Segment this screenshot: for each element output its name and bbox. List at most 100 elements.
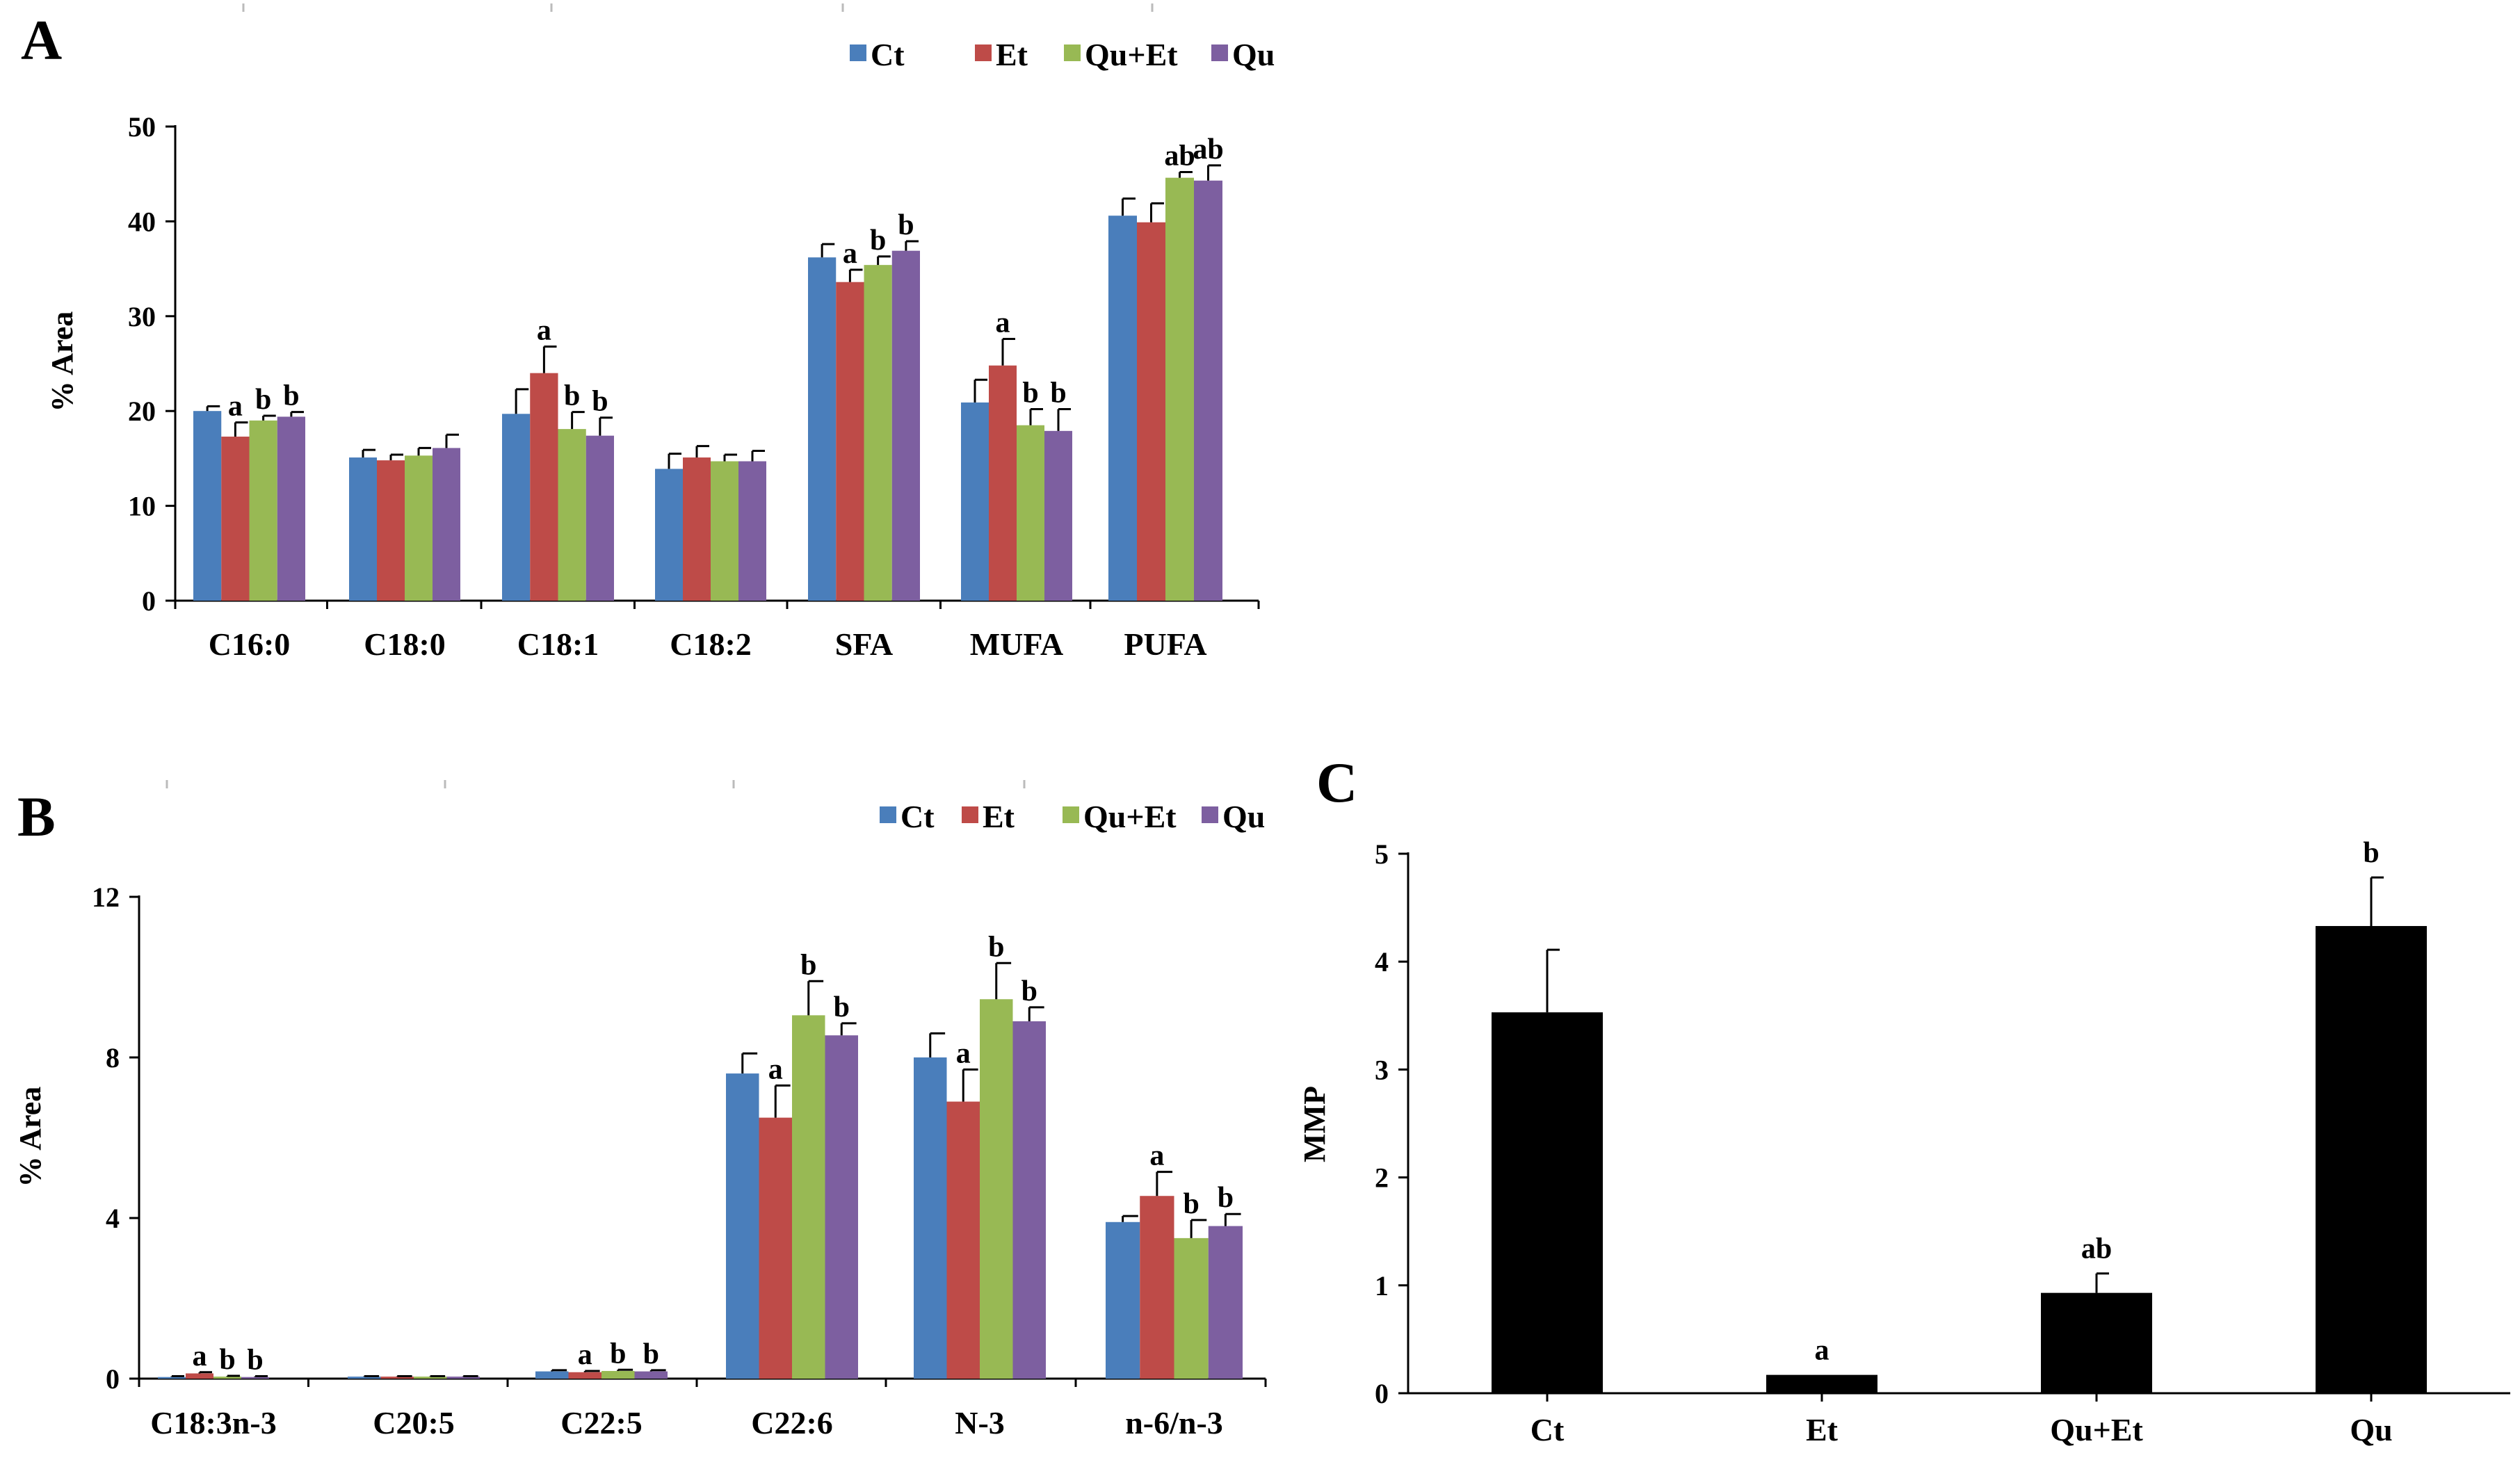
panel-a-bar-c18-2-qu (738, 461, 766, 601)
panel-b-significance-label: a (768, 1053, 783, 1085)
panel-a-bar-c16-0-et (221, 437, 250, 601)
panel-a-y-tick-label: 50 (128, 111, 156, 143)
panel-a-category-label: C18:2 (670, 626, 752, 662)
panel-a-legend-label: Et (996, 37, 1028, 72)
panel-b-y-axis-label: % Area (13, 1087, 47, 1187)
panel-b-bar-n-6-n-3-qu-plus-et (1174, 1237, 1209, 1379)
panel-c-y-axis-label: MMP (1298, 1086, 1332, 1162)
panel-b-significance-label: b (834, 991, 850, 1023)
panel-c-y-tick-label: 1 (1375, 1270, 1389, 1301)
panel-a-legend-swatch (1211, 44, 1228, 61)
panel-b-bar-n-6-n-3-ct (1106, 1222, 1140, 1379)
panel-a-legend-item-qu: Qu (1211, 37, 1275, 72)
panel-c-y-tick-label: 5 (1375, 838, 1389, 870)
panel-c-category-label: Qu (2350, 1412, 2392, 1447)
panel-b-legend-label: Qu (1222, 799, 1265, 834)
panel-a-bar-c18-0-et (377, 460, 405, 601)
panel-c-bar-ct (1492, 1012, 1603, 1393)
panel-b-category-label: C18:3n-3 (150, 1405, 276, 1440)
panel-a-significance-label: ab (1193, 133, 1223, 165)
panel-b-bar-c22-5-ct (535, 1371, 569, 1379)
panel-b-significance-label: a (956, 1037, 971, 1069)
panel-b-y-tick-label: 4 (106, 1203, 120, 1234)
panel-a-group-mufa: a b b (961, 307, 1072, 601)
panel-a-legend-item-ct: Ct (850, 37, 905, 72)
panel-b-significance-label: a (1149, 1140, 1164, 1172)
panel-b-category-label: C22:5 (560, 1405, 643, 1440)
panel-a-y-axis-label: % Area (45, 311, 79, 412)
panel-b-legend-item-et: Et (962, 799, 1015, 834)
panel-a-bar-mufa-qu (1044, 430, 1072, 601)
panel-a-group-c18-2 (655, 445, 766, 601)
panel-b-bar-c22-6-et (759, 1117, 792, 1379)
panel-a-y-tick-label: 30 (128, 301, 156, 332)
panel-a-bar-mufa-qu-plus-et (1017, 425, 1044, 601)
panel-b-legend-swatch (1202, 806, 1218, 823)
panel-c-bar-qu-plus-et (2041, 1292, 2152, 1393)
panel-a-significance-label: b (592, 386, 608, 418)
panel-c-group-qu: b (2316, 837, 2427, 1393)
panel-b-bar-n-3-qu (1012, 1021, 1046, 1379)
panel-a-bar-c16-0-qu (277, 416, 305, 601)
panel-b-bar-n-3-qu-plus-et (980, 999, 1013, 1379)
panel-c-y-tick-label: 3 (1375, 1054, 1389, 1085)
panel-a-significance-label: b (564, 380, 580, 412)
panel-a-bar-sfa-et (836, 282, 864, 601)
panel-a-bar-mufa-ct (961, 402, 989, 601)
panel-a-legend-swatch (975, 44, 992, 61)
panel-c-group-ct (1492, 948, 1603, 1393)
panel-a-significance-label: a (843, 238, 857, 270)
panel-a-bar-sfa-qu-plus-et (864, 265, 892, 601)
panel-c-significance-label: a (1815, 1335, 1830, 1367)
panel-c-mmp-chart: C 0 1 2 3 4 5 MMP Ct a Et ab Qu+Et b Qu (1298, 751, 2510, 1447)
panel-a-category-label: SFA (835, 626, 894, 662)
panel-a-legend-item-qu-plus-et: Qu+Et (1064, 37, 1178, 72)
panel-a-significance-label: b (1022, 377, 1038, 409)
panel-a-group-c18-1: a b b (502, 314, 614, 601)
panel-a-significance-label: b (870, 225, 886, 257)
panel-b-significance-label: b (643, 1338, 659, 1370)
panel-b-significance-label: b (1218, 1182, 1234, 1214)
panel-b-y-tick-label: 0 (106, 1363, 120, 1395)
panel-a-letter: A (21, 8, 62, 72)
panel-c-group-qu-plus-et: ab (2041, 1233, 2152, 1393)
panel-a-bar-sfa-qu (891, 250, 920, 601)
panel-a-bar-c18-0-qu-plus-et (405, 455, 433, 601)
panel-a-legend: Ct Et Qu+Et Qu (850, 37, 1275, 72)
panel-b-bar-c20-5-qu (446, 1377, 480, 1379)
panel-b-legend-swatch (962, 806, 978, 823)
panel-b-letter: B (17, 785, 56, 848)
panel-b-category-label: C22:6 (751, 1405, 833, 1440)
panel-a-significance-label: a (537, 314, 551, 346)
panel-a-significance-label: b (255, 384, 271, 416)
panel-b-significance-label: b (800, 949, 816, 981)
panel-a-bar-c18-0-qu (433, 448, 460, 601)
panel-a-category-label: PUFA (1124, 626, 1206, 662)
panel-c-bar-qu (2316, 925, 2427, 1393)
panel-b-bar-c22-5-qu (634, 1371, 668, 1379)
panel-b-legend-swatch (1063, 806, 1079, 823)
panel-a-bar-c18-1-et (530, 373, 558, 601)
panel-b-bar-c18-3n-3-qu (241, 1377, 269, 1379)
panel-c-y-tick-label: 4 (1375, 946, 1389, 977)
panel-a-bar-c18-1-qu-plus-et (558, 429, 586, 601)
panel-c-significance-label: ab (2081, 1233, 2112, 1265)
panel-b-significance-label: b (1183, 1188, 1199, 1220)
panel-b-bar-c18-3n-3-qu-plus-et (213, 1377, 241, 1379)
panel-a-significance-label: b (1050, 377, 1066, 409)
panel-b-bar-n-3-et (946, 1101, 980, 1379)
panel-b-bar-c22-6-qu-plus-et (792, 1015, 825, 1379)
panel-a-bar-pufa-ct (1108, 216, 1137, 601)
panel-b-y-tick-label: 12 (92, 882, 120, 913)
panel-b-legend-label: Ct (900, 799, 935, 834)
panel-a-y-tick-label: 10 (128, 491, 156, 522)
panel-b-legend-swatch (880, 806, 896, 823)
panel-a-legend-item-et: Et (975, 37, 1028, 72)
panel-a-legend-swatch (850, 44, 866, 61)
panel-a-significance-label: a (228, 391, 243, 423)
